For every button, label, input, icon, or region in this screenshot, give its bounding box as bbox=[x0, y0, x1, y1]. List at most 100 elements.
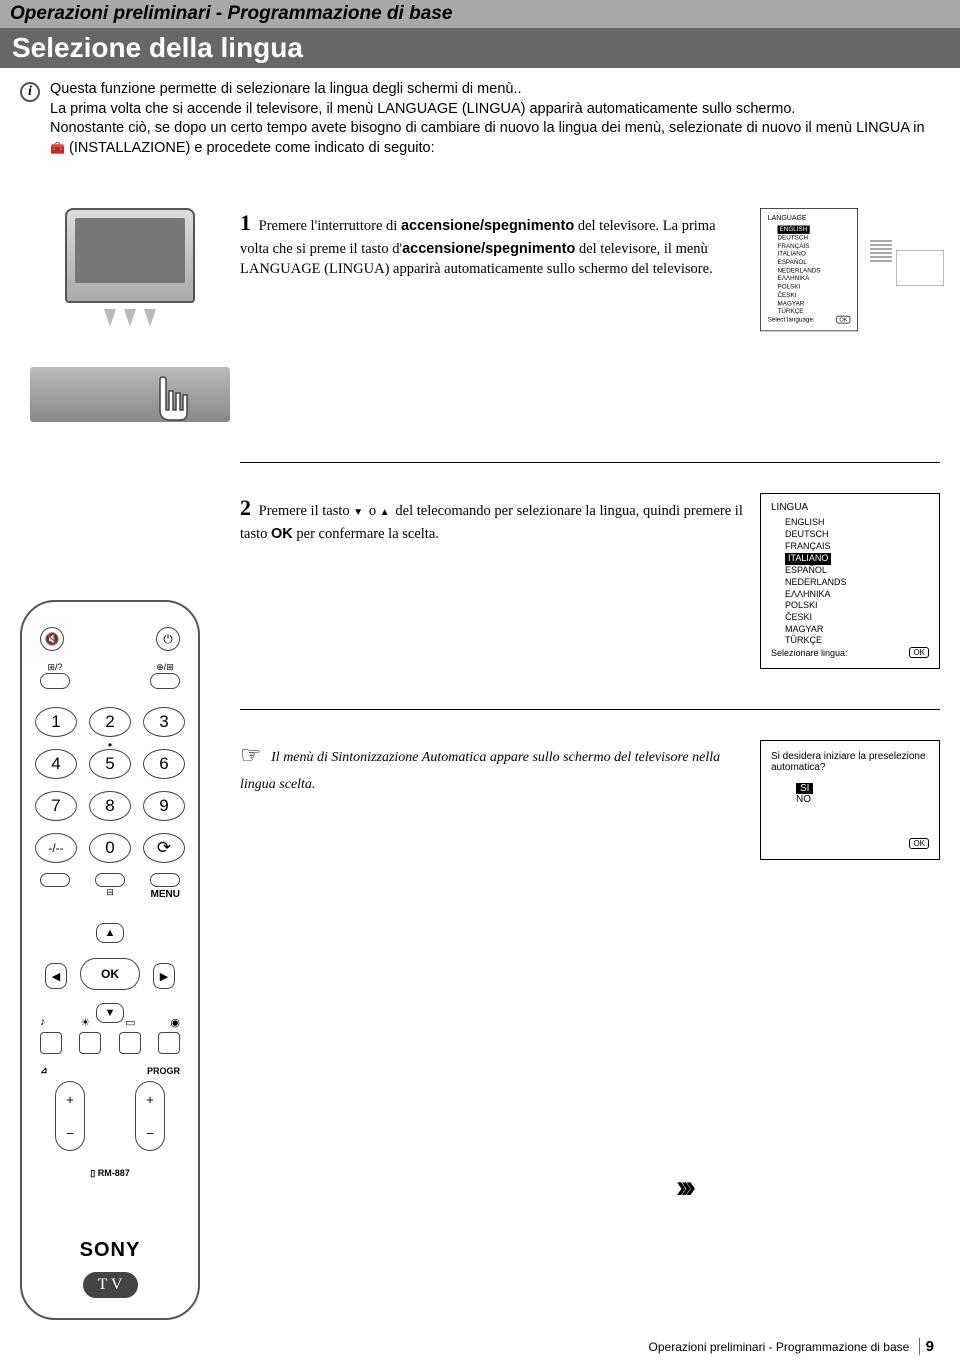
picture-button[interactable] bbox=[79, 1032, 101, 1054]
step1-text: 1 Premere l'interruttore di accensione/s… bbox=[240, 208, 745, 279]
osd1-list: ENGLISH DEUTSCH FRANÇAIS ITALIANO ESPAÑO… bbox=[778, 225, 851, 316]
osd1-lang-sel: ENGLISH bbox=[778, 226, 810, 234]
nav-left-button[interactable]: ◀ bbox=[45, 963, 67, 989]
down-arrow-icon bbox=[353, 501, 365, 513]
brand-logo: SONY bbox=[80, 1239, 141, 1262]
step-3: ☞ Il menù di Sintonizzazione Automatica … bbox=[240, 709, 940, 860]
input-label: ⊕/⊞ bbox=[150, 662, 180, 673]
osd2-lang: EΛΛHNIKA bbox=[785, 589, 929, 601]
osd1-footer: Select language: bbox=[768, 316, 815, 323]
osd2-lang: ENGLISH bbox=[785, 517, 929, 529]
page-number: 9 bbox=[919, 1338, 934, 1355]
step2-bold: OK bbox=[271, 526, 293, 542]
surround-button[interactable] bbox=[158, 1032, 180, 1054]
power-button[interactable]: ⏻ bbox=[156, 627, 180, 651]
info-icon: i bbox=[20, 82, 40, 102]
teletext-button[interactable] bbox=[40, 673, 70, 689]
progr-rocker[interactable]: +− bbox=[135, 1081, 165, 1151]
intro-section: i Questa funzione permette di selezionar… bbox=[0, 68, 960, 178]
tv-arrows-icon bbox=[104, 309, 156, 327]
remote-control: 🔇 ⏻ ⊞/? ⊕/⊞ 1 2 3 4 5 6 7 8 9 -/-- 0 ⟳ ⊟… bbox=[20, 600, 200, 1320]
nav-down-button[interactable]: ▼ bbox=[96, 1003, 124, 1023]
ok-button[interactable]: OK bbox=[80, 958, 140, 990]
menu-label: MENU bbox=[150, 889, 180, 900]
osd2-lang: NEDERLANDS bbox=[785, 577, 929, 589]
step3-note: ☞ Il menù di Sintonizzazione Automatica … bbox=[240, 740, 745, 794]
intro-text: Questa funzione permette di selezionare … bbox=[50, 80, 940, 158]
step2-number: 2 bbox=[240, 495, 251, 520]
tv-mini-image bbox=[896, 250, 944, 286]
tv-mode-button[interactable]: T V bbox=[83, 1272, 138, 1298]
osd2-lang: DEUTSCH bbox=[785, 529, 929, 541]
step3-text: Il menù di Sintonizzazione Automatica ap… bbox=[240, 750, 720, 792]
volume-rocker[interactable]: +− bbox=[55, 1081, 85, 1151]
text-pill-button[interactable] bbox=[95, 873, 125, 887]
intro-line3b: (INSTALLAZIONE) e procedete come indicat… bbox=[69, 140, 435, 156]
cycle-icon: ⟳ bbox=[157, 838, 171, 858]
osd2-lang: TÜRKÇE bbox=[785, 635, 929, 647]
progr-label: PROGR bbox=[147, 1066, 180, 1076]
osd-confirm: Si desidera iniziare la preselezione aut… bbox=[760, 740, 940, 860]
osd3-yes: SI bbox=[796, 783, 813, 794]
tv-image bbox=[65, 208, 195, 303]
intro-line2: La prima volta che si accende il televis… bbox=[50, 101, 795, 117]
step2-tb: o bbox=[365, 503, 380, 519]
num-7-button[interactable]: 7 bbox=[35, 791, 77, 821]
step1-number: 1 bbox=[240, 210, 251, 235]
osd2-lang-sel: ITALIANO bbox=[785, 553, 831, 565]
num-2-button[interactable]: 2 bbox=[89, 707, 131, 737]
hand-icon bbox=[145, 375, 195, 435]
toolbox-icon: 🧰 bbox=[50, 140, 65, 156]
num-3-button[interactable]: 3 bbox=[143, 707, 185, 737]
continue-chevrons-icon: ››› bbox=[676, 1168, 690, 1205]
num-1-button[interactable]: 1 bbox=[35, 707, 77, 737]
number-pad: 1 2 3 4 5 6 7 8 9 -/-- 0 ⟳ bbox=[35, 707, 185, 863]
osd2-lang: ČESKI bbox=[785, 612, 929, 624]
picture-icon: ☀ bbox=[80, 1016, 90, 1029]
sound-button[interactable] bbox=[40, 1032, 62, 1054]
step2-text: 2 Premere il tasto o del telecomando per… bbox=[240, 493, 745, 544]
num-0-button[interactable]: 0 bbox=[89, 833, 131, 863]
intro-line1: Questa funzione permette di selezionare … bbox=[50, 81, 522, 97]
format-icon: ▭ bbox=[125, 1016, 135, 1029]
cycle-button[interactable]: ⟳ bbox=[143, 833, 185, 863]
page-footer: Operazioni preliminari - Programmazione … bbox=[649, 1338, 940, 1355]
num-6-button[interactable]: 6 bbox=[143, 749, 185, 779]
osd-language-1: LANGUAGE ENGLISH DEUTSCH FRANÇAIS ITALIA… bbox=[760, 208, 858, 331]
step1-illustration bbox=[20, 208, 240, 422]
input-button[interactable] bbox=[150, 673, 180, 689]
osd3-options: SI NO bbox=[796, 783, 929, 805]
num-8-button[interactable]: 8 bbox=[89, 791, 131, 821]
teletext-label: ⊞/? bbox=[40, 662, 70, 673]
left-pill-button[interactable] bbox=[40, 873, 70, 887]
osd1-title: LANGUAGE bbox=[768, 215, 851, 223]
up-arrow-icon bbox=[380, 501, 392, 513]
step1-ta: Premere l'interruttore di bbox=[259, 218, 401, 234]
format-button[interactable] bbox=[119, 1032, 141, 1054]
model-label: ▯ RM-887 bbox=[90, 1168, 129, 1179]
osd2-title: LINGUA bbox=[771, 502, 929, 513]
osd-language-2: LINGUA ENGLISH DEUTSCH FRANÇAIS ITALIANO… bbox=[760, 493, 940, 669]
mute-button[interactable]: 🔇 bbox=[40, 627, 64, 651]
intro-line3a: Nonostante ciò, se dopo un certo tempo a… bbox=[50, 120, 925, 136]
num-4-button[interactable]: 4 bbox=[35, 749, 77, 779]
osd2-list: ENGLISH DEUTSCH FRANÇAIS ITALIANO ESPAÑO… bbox=[785, 517, 929, 647]
osd1-ok: OK bbox=[837, 316, 851, 324]
step1-ba: accensione/spegnimento bbox=[401, 218, 574, 234]
power-icon: ⏻ bbox=[163, 632, 173, 647]
osd2-ok: OK bbox=[909, 647, 929, 658]
mute-icon: 🔇 bbox=[45, 632, 60, 646]
breadcrumb-bar: Operazioni preliminari - Programmazione … bbox=[0, 0, 960, 28]
nav-right-button[interactable]: ▶ bbox=[153, 963, 175, 989]
menu-button[interactable] bbox=[150, 873, 180, 887]
num-5-button[interactable]: 5 bbox=[89, 749, 131, 779]
osd3-ok: OK bbox=[909, 838, 929, 849]
osd3-question: Si desidera iniziare la preselezione aut… bbox=[771, 751, 929, 773]
step2-ta: Premere il tasto bbox=[259, 503, 354, 519]
osd2-lang: FRANÇAIS bbox=[785, 541, 929, 553]
step2-td: per confermare la scelta. bbox=[293, 526, 439, 542]
hand-point-icon: ☞ bbox=[240, 743, 262, 769]
num-9-button[interactable]: 9 bbox=[143, 791, 185, 821]
dash-button[interactable]: -/-- bbox=[35, 833, 77, 863]
nav-up-button[interactable]: ▲ bbox=[96, 923, 124, 943]
